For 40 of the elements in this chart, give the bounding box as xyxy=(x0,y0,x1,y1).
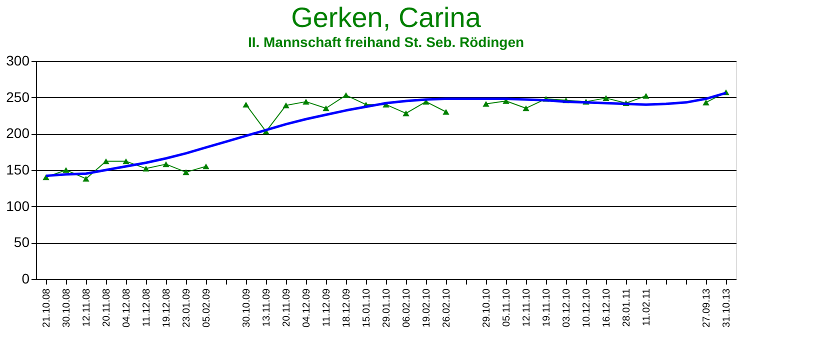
x-tick-label: 18.12.09 xyxy=(342,288,352,328)
y-tick-label: 0 xyxy=(22,270,30,286)
y-tick-label: 50 xyxy=(14,234,30,250)
x-tick-label: 04.12.08 xyxy=(122,288,132,328)
x-tick-label: 19.12.08 xyxy=(162,288,172,328)
x-tick-label: 26.02.10 xyxy=(442,288,452,328)
x-tick-label: 19.02.10 xyxy=(422,288,432,328)
x-tick-label: 06.02.10 xyxy=(402,288,412,328)
x-tick-label: 20.11.09 xyxy=(282,288,292,327)
x-tick-label: 11.12.09 xyxy=(322,288,332,327)
x-tick-label: 05.02.09 xyxy=(202,288,212,328)
x-tick-label: 23.01.09 xyxy=(182,288,192,328)
x-tick-label: 28.01.11 xyxy=(622,288,632,327)
x-tick-label: 19.11.10 xyxy=(542,288,552,327)
y-tick-label: 200 xyxy=(6,125,30,142)
x-tick-label: 05.11.10 xyxy=(502,288,512,327)
x-tick-label: 04.12.09 xyxy=(302,288,312,328)
x-tick-label: 13.11.09 xyxy=(262,288,272,327)
x-tick-label: 11.02.11 xyxy=(642,288,652,326)
x-tick-label: 12.11.10 xyxy=(522,288,532,327)
x-tick-label: 29.01.10 xyxy=(382,288,392,328)
x-tick-label: 10.12.10 xyxy=(582,288,592,328)
x-tick-label: 27.09.13 xyxy=(702,288,712,328)
x-tick-label: 30.10.08 xyxy=(62,288,72,328)
chart-subtitle: II. Mannschaft freihand St. Seb. Rödingen xyxy=(248,34,524,50)
y-tick-label: 300 xyxy=(6,52,30,68)
y-tick-label: 150 xyxy=(6,162,30,178)
y-tick-label: 100 xyxy=(6,198,30,214)
x-tick-label: 03.12.10 xyxy=(562,288,572,328)
x-tick-label: 29.10.10 xyxy=(482,288,492,328)
x-tick-label: 31.10.13 xyxy=(722,288,732,328)
x-tick-label: 12.11.08 xyxy=(82,288,92,327)
x-tick-label: 20.11.08 xyxy=(102,288,112,327)
x-tick-label: 11.12.08 xyxy=(142,288,152,327)
x-tick-label: 30.10.09 xyxy=(242,288,252,328)
x-tick-label: 16.12.10 xyxy=(602,288,612,328)
x-tick-label: 15.01.10 xyxy=(362,288,372,328)
y-tick-label: 250 xyxy=(6,88,30,105)
x-tick-label: 21.10.08 xyxy=(42,288,52,328)
chart-title: Gerken, Carina xyxy=(291,2,482,33)
